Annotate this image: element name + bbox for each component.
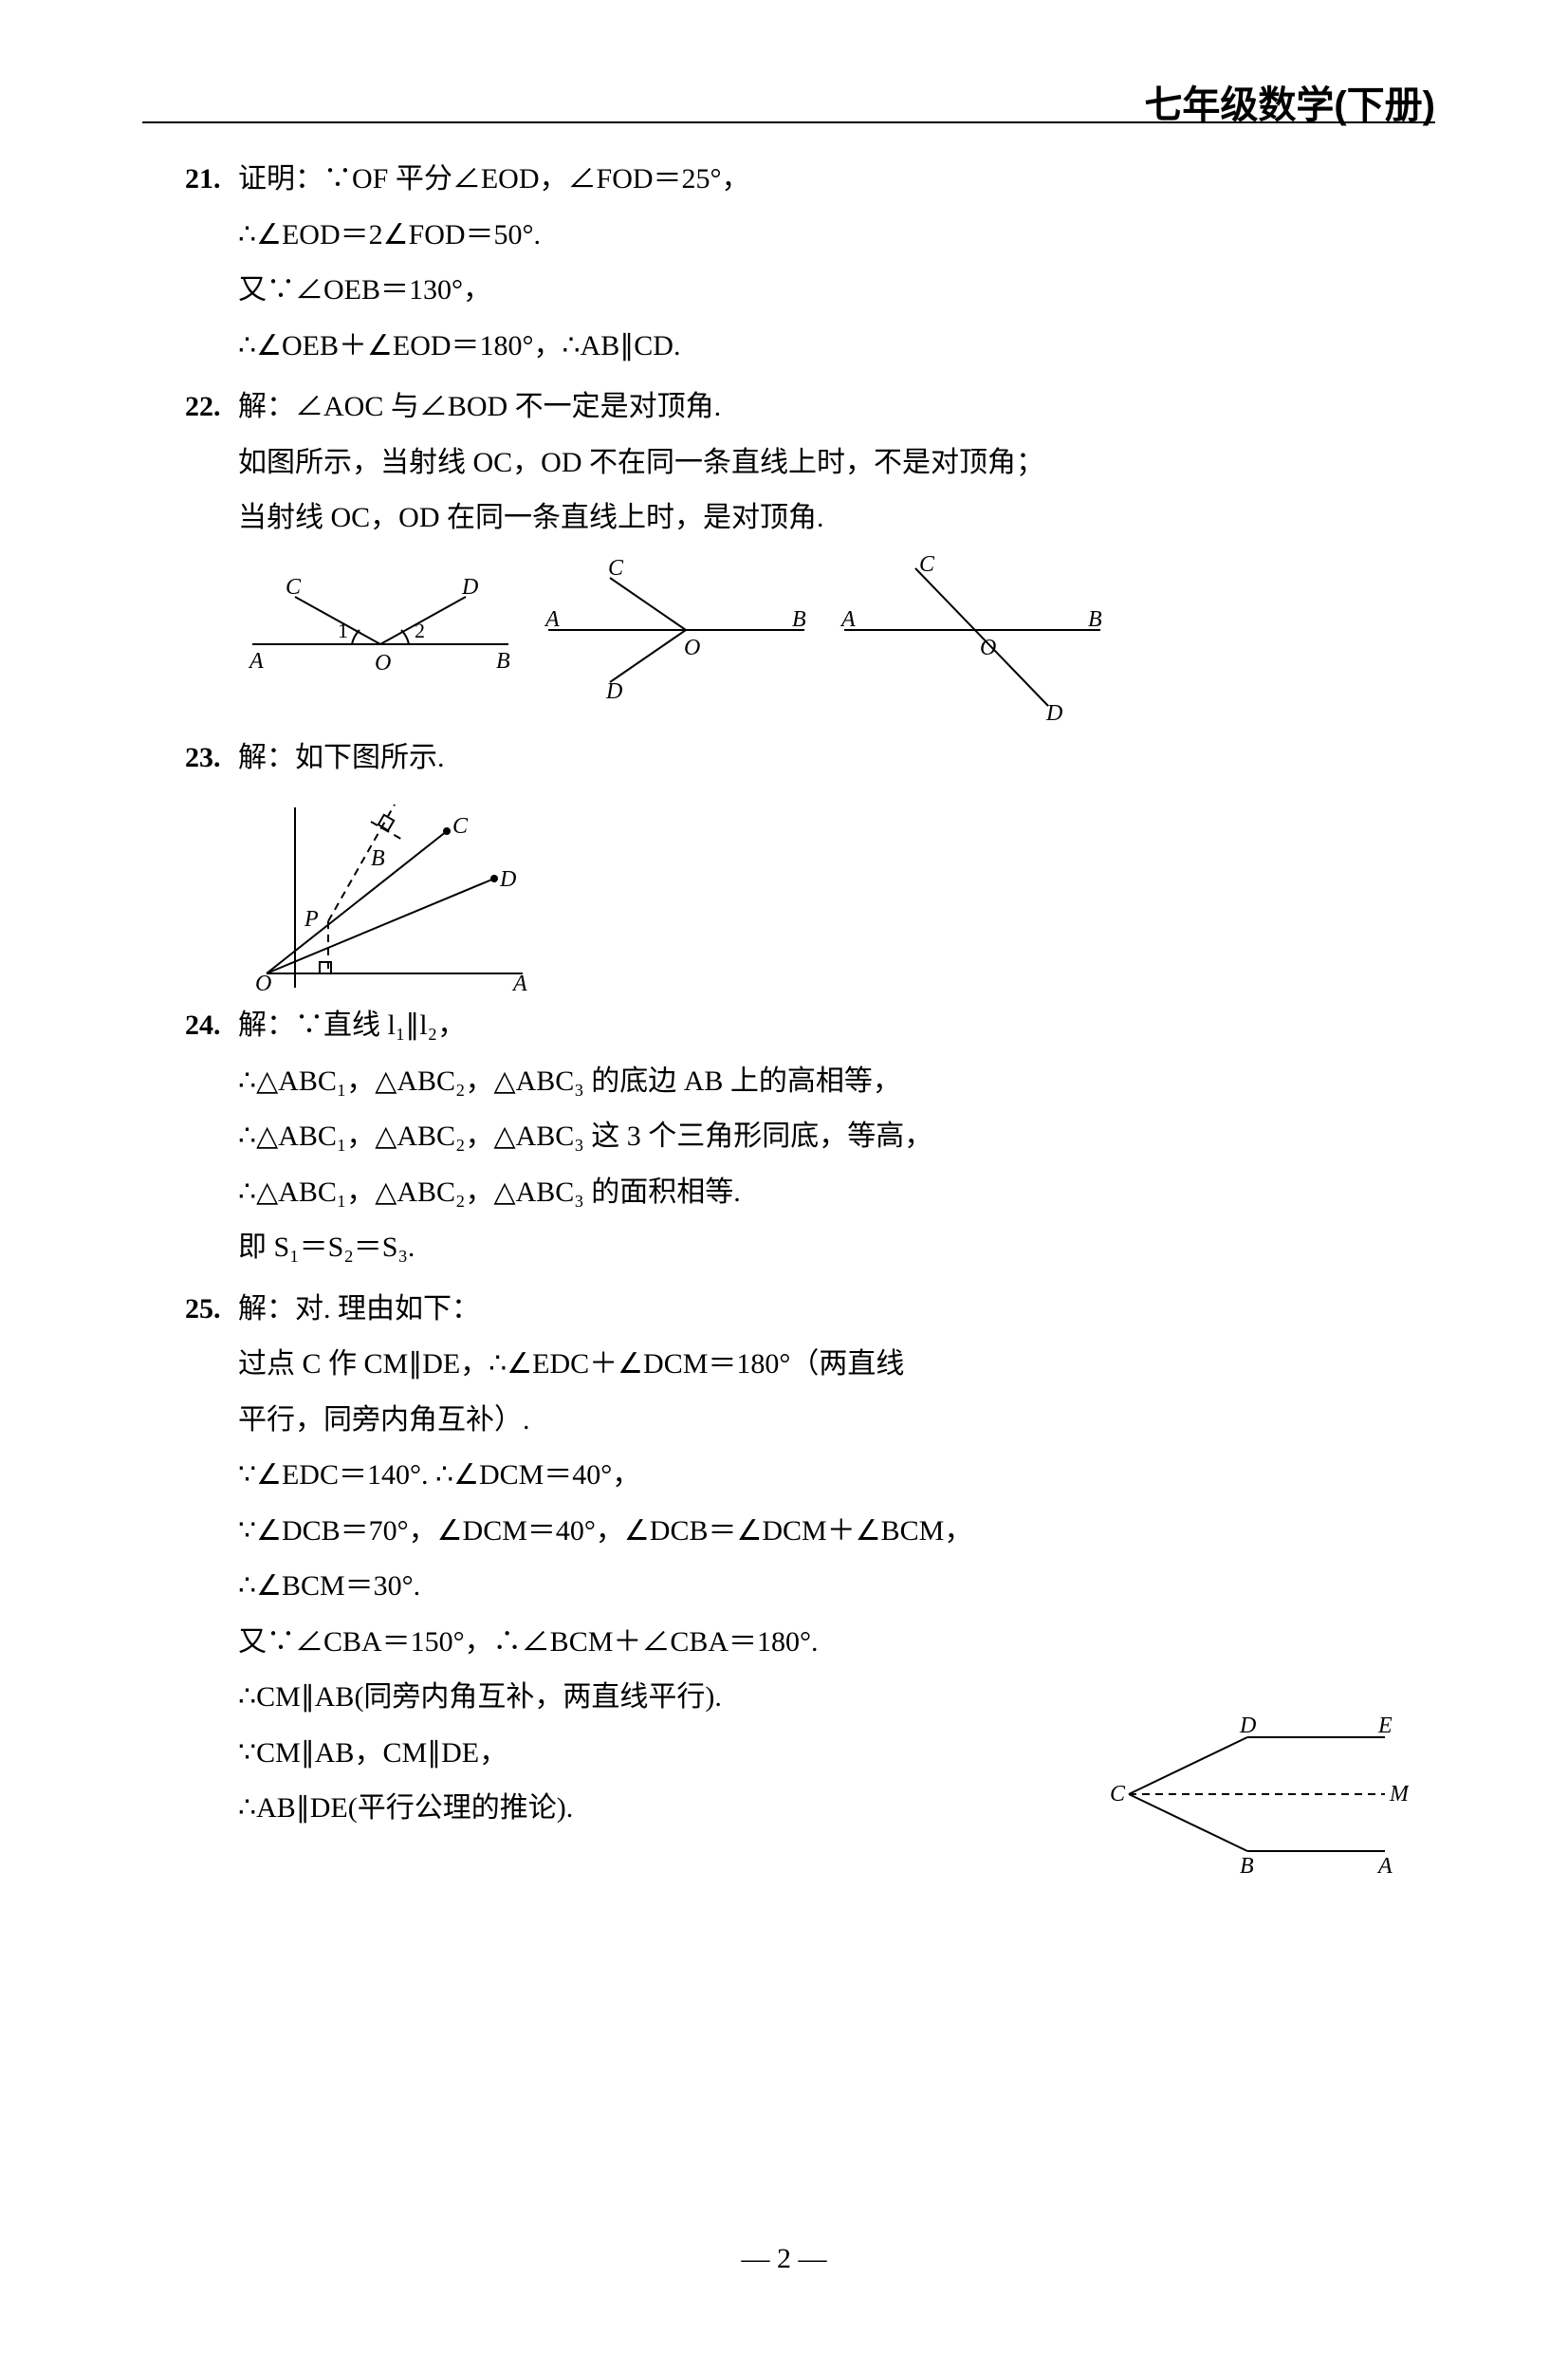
svg-text:M: M xyxy=(1389,1782,1409,1806)
q24-l3: ∴△ABC₁，△ABC₂，△ABC₃ 这 3 个三角形同底，等高， xyxy=(185,1109,1418,1165)
q21-l4: ∴∠OEB＋∠EOD＝180°，∴AB∥CD. xyxy=(185,319,1418,375)
q25-l3: ∵∠EDC＝140°. ∴∠DCM＝40°， xyxy=(185,1448,1418,1504)
q22: 22. 解：∠AOC 与∠BOD 不一定是对顶角. xyxy=(185,380,1418,435)
svg-text:E: E xyxy=(1377,1714,1393,1738)
page-number: — 2 — xyxy=(0,2232,1568,2288)
svg-text:A: A xyxy=(511,972,527,992)
svg-text:B: B xyxy=(792,607,806,632)
svg-text:C: C xyxy=(608,556,624,581)
svg-text:B: B xyxy=(1240,1854,1254,1875)
q22-fig3: A B C D O xyxy=(830,554,1115,725)
svg-text:C: C xyxy=(286,575,302,600)
content: 21. 证明：∵OF 平分∠EOD，∠FOD＝25°， ∴∠EOD＝2∠FOD＝… xyxy=(185,146,1418,1837)
q24-l2: ∴△ABC₁，△ABC₂，△ABC₃ 的底边 AB 上的高相等， xyxy=(185,1054,1418,1110)
svg-text:B: B xyxy=(496,649,510,674)
svg-text:B: B xyxy=(1088,607,1102,632)
q25-l2b: 平行，同旁内角互补）. xyxy=(185,1393,1418,1449)
q25-l1: 解：对. 理由如下： xyxy=(238,1282,480,1338)
svg-text:A: A xyxy=(1376,1854,1393,1875)
q25-l5: ∴∠BCM＝30°. xyxy=(185,1559,1418,1615)
q21-num: 21. xyxy=(185,152,238,208)
svg-text:D: D xyxy=(499,867,516,892)
header-rule xyxy=(142,121,1435,123)
q21-l1: 证明：∵OF 平分∠EOD，∠FOD＝25°， xyxy=(238,152,750,208)
svg-text:B: B xyxy=(371,846,385,871)
q24: 24. 解：∵直线 l₁∥l₂， xyxy=(185,998,1418,1054)
q22-fig1: A B C D O 1 2 xyxy=(238,554,523,696)
q23-num: 23. xyxy=(185,731,238,787)
q22-l2: 如图所示，当射线 OC，OD 不在同一条直线上时，不是对顶角； xyxy=(185,435,1418,491)
q25-fig: C D E M B A xyxy=(1105,1714,1409,1875)
svg-text:C: C xyxy=(1110,1782,1126,1806)
q22-fig2: A B C D O xyxy=(534,554,819,706)
q21-l3: 又∵∠OEB＝130°， xyxy=(185,263,1418,319)
svg-text:C: C xyxy=(919,554,935,577)
q25-l2: 过点 C 作 CM∥DE，∴∠EDC＋∠DCM＝180°（两直线 xyxy=(185,1337,1025,1393)
q21: 21. 证明：∵OF 平分∠EOD，∠FOD＝25°， xyxy=(185,152,1418,208)
q25: 25. 解：对. 理由如下： xyxy=(185,1282,1418,1338)
svg-text:D: D xyxy=(461,575,478,600)
svg-text:O: O xyxy=(684,636,700,660)
q24-l1: 解：∵直线 l₁∥l₂， xyxy=(238,998,466,1054)
q25-l6: 又∵∠CBA＝150°，∴∠BCM＋∠CBA＝180°. xyxy=(185,1615,1418,1671)
svg-text:A: A xyxy=(248,649,264,674)
svg-text:D: D xyxy=(1045,701,1062,725)
svg-text:1: 1 xyxy=(338,619,348,642)
svg-text:P: P xyxy=(304,907,319,932)
q22-l3: 当射线 OC，OD 在同一条直线上时，是对顶角. xyxy=(185,491,1418,547)
svg-text:O: O xyxy=(980,636,996,660)
q21-l2: ∴∠EOD＝2∠FOD＝50°. xyxy=(185,208,1418,264)
q23-fig: O A P B C D xyxy=(238,793,551,992)
svg-text:O: O xyxy=(255,972,271,992)
q22-figs: A B C D O 1 2 A B C D O A xyxy=(238,554,1418,725)
svg-text:D: D xyxy=(1239,1714,1256,1738)
svg-text:D: D xyxy=(605,679,622,704)
svg-text:A: A xyxy=(544,607,560,632)
page-header: 七年级数学(下册) xyxy=(1144,68,1435,142)
q25-num: 25. xyxy=(185,1282,238,1338)
q24-l5: 即 S₁＝S₂＝S₃. xyxy=(185,1220,1418,1276)
q24-l4: ∴△ABC₁，△ABC₂，△ABC₃ 的面积相等. xyxy=(185,1165,1418,1221)
q23-figrow: O A P B C D xyxy=(238,793,1418,992)
svg-text:O: O xyxy=(375,651,391,676)
q23: 23. 解：如下图所示. xyxy=(185,731,1418,787)
svg-text:A: A xyxy=(839,607,856,632)
svg-text:2: 2 xyxy=(415,619,425,642)
q24-num: 24. xyxy=(185,998,238,1054)
q22-l1: 解：∠AOC 与∠BOD 不一定是对顶角. xyxy=(238,380,721,435)
svg-text:C: C xyxy=(452,814,469,839)
q22-num: 22. xyxy=(185,380,238,435)
q25-l4: ∵∠DCB＝70°，∠DCM＝40°，∠DCB＝∠DCM＋∠BCM， xyxy=(185,1504,1418,1560)
q23-l1: 解：如下图所示. xyxy=(238,731,445,787)
